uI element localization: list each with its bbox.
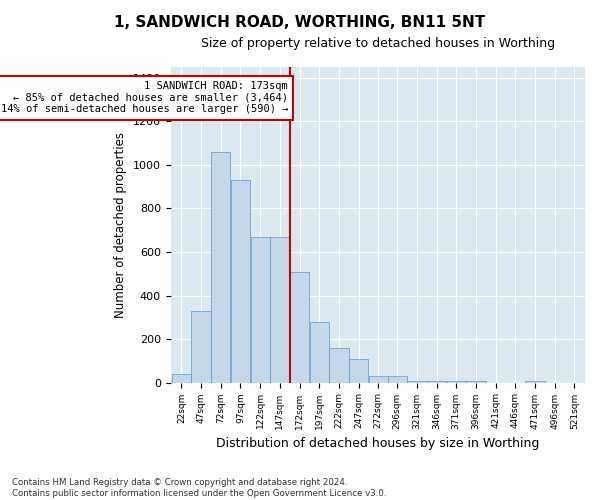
- Bar: [191, 310, 211, 382]
- Text: Contains HM Land Registry data © Crown copyright and database right 2024.
Contai: Contains HM Land Registry data © Crown c…: [12, 478, 386, 498]
- Bar: [388, 376, 407, 382]
- Bar: [172, 374, 191, 382]
- Text: 1, SANDWICH ROAD, WORTHING, BN11 5NT: 1, SANDWICH ROAD, WORTHING, BN11 5NT: [115, 15, 485, 30]
- Bar: [290, 272, 309, 382]
- X-axis label: Distribution of detached houses by size in Worthing: Distribution of detached houses by size …: [216, 437, 539, 450]
- Bar: [270, 236, 289, 382]
- Bar: [310, 322, 329, 382]
- Bar: [329, 348, 349, 382]
- Bar: [231, 180, 250, 382]
- Bar: [368, 376, 388, 382]
- Bar: [349, 358, 368, 382]
- Bar: [251, 236, 270, 382]
- Text: 1 SANDWICH ROAD: 173sqm
← 85% of detached houses are smaller (3,464)
14% of semi: 1 SANDWICH ROAD: 173sqm ← 85% of detache…: [1, 81, 288, 114]
- Bar: [211, 152, 230, 382]
- Title: Size of property relative to detached houses in Worthing: Size of property relative to detached ho…: [201, 38, 555, 51]
- Y-axis label: Number of detached properties: Number of detached properties: [115, 132, 127, 318]
